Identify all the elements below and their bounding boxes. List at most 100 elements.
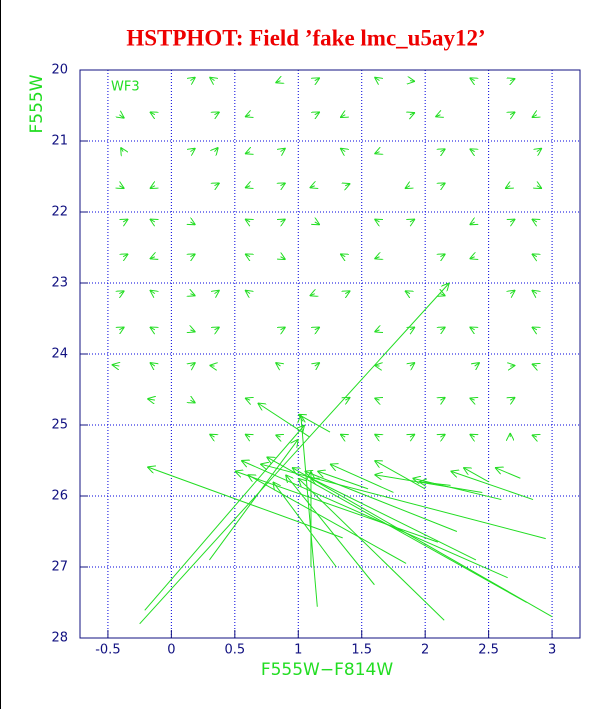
arrow	[260, 464, 546, 540]
chart-title: HSTPHOT: Field ’fake lmc_u5ay12’	[126, 25, 485, 50]
arrow	[470, 434, 475, 437]
x-axis-label: F555W−F814W	[261, 660, 394, 680]
arrow	[315, 78, 320, 81]
x-tick-label: 3	[548, 643, 556, 658]
arrow	[410, 434, 415, 437]
arrow	[281, 148, 286, 152]
arrow	[305, 471, 458, 532]
y-tick-label: 20	[51, 63, 68, 78]
arrow	[419, 482, 451, 486]
arrow	[317, 471, 369, 490]
arrow	[435, 115, 440, 117]
arrow	[374, 219, 379, 222]
arrow	[190, 148, 195, 152]
arrow	[209, 434, 214, 437]
arrow	[281, 183, 286, 186]
arrow	[537, 148, 542, 152]
arrow	[440, 397, 445, 400]
arrow	[190, 77, 195, 81]
arrow	[311, 478, 477, 561]
arrow	[275, 81, 280, 83]
arrow	[374, 330, 379, 332]
arrow	[470, 327, 475, 330]
arrow	[345, 291, 350, 294]
arrow	[215, 183, 220, 186]
arrow	[470, 222, 475, 225]
arrow	[340, 115, 345, 118]
plot-frame	[79, 69, 581, 639]
arrow	[532, 254, 537, 257]
arrow	[258, 403, 310, 438]
arrow	[315, 363, 320, 367]
arrow	[470, 398, 475, 400]
arrow	[410, 327, 415, 330]
arrow	[532, 115, 537, 118]
x-tick-label: 1	[294, 643, 302, 658]
arrow	[440, 254, 445, 257]
arrow	[267, 457, 527, 603]
arrow	[410, 219, 415, 222]
arrow	[412, 478, 502, 501]
arrow	[532, 327, 537, 330]
arrow	[310, 186, 315, 188]
arrow	[215, 112, 220, 115]
y-tick-label: 22	[51, 205, 68, 220]
arrow	[235, 471, 439, 543]
arrow	[330, 464, 394, 493]
arrow	[532, 364, 537, 366]
arrow	[121, 147, 124, 151]
arrow	[410, 363, 415, 367]
arrow	[286, 475, 375, 586]
y-tick-label: 27	[51, 560, 68, 575]
arrow	[190, 254, 195, 257]
x-tick-label: 0.5	[224, 643, 245, 658]
arrow	[440, 294, 445, 296]
y-axis-label: F555W	[27, 74, 47, 133]
arrow	[470, 78, 475, 81]
arrow	[150, 219, 155, 222]
y-tick-label: 28	[51, 631, 68, 646]
arrow	[298, 478, 445, 621]
arrow	[245, 254, 250, 257]
arrow	[119, 186, 124, 189]
y-tick-label: 21	[51, 134, 68, 149]
arrow	[315, 112, 320, 115]
arrow	[440, 183, 445, 186]
arrow	[510, 112, 515, 115]
arrow	[315, 327, 320, 330]
arrow	[374, 152, 379, 154]
arrow	[209, 439, 298, 561]
y-tick-label: 26	[51, 489, 68, 504]
x-tick-label: 2	[421, 643, 429, 658]
arrow	[139, 283, 450, 625]
annotation: WF3	[111, 80, 140, 95]
arrow	[150, 327, 155, 330]
arrow	[340, 148, 345, 152]
arrow	[405, 186, 410, 189]
arrow	[374, 398, 379, 400]
arrow	[340, 254, 345, 257]
arrow	[281, 257, 286, 260]
arrow	[150, 112, 155, 115]
arrow	[123, 219, 128, 222]
arrow	[410, 81, 415, 82]
arrow	[275, 363, 280, 367]
y-tick-label: 25	[51, 418, 68, 433]
x-tick-label: 0	[167, 643, 175, 658]
arrow	[510, 365, 515, 366]
arrow	[245, 115, 250, 117]
y-tick-label: 24	[51, 347, 68, 362]
arrow	[190, 330, 195, 332]
arrow	[532, 290, 537, 294]
arrow	[470, 257, 475, 259]
x-tick-label: 2.5	[478, 643, 499, 658]
arrow	[345, 397, 350, 400]
arrow	[298, 414, 331, 433]
arrow	[510, 79, 515, 81]
x-tick-label: 1.5	[351, 643, 372, 658]
arrow	[273, 482, 337, 568]
arrow	[510, 219, 515, 222]
arrow	[310, 294, 315, 296]
arrow	[190, 294, 195, 296]
arrow	[410, 113, 415, 115]
